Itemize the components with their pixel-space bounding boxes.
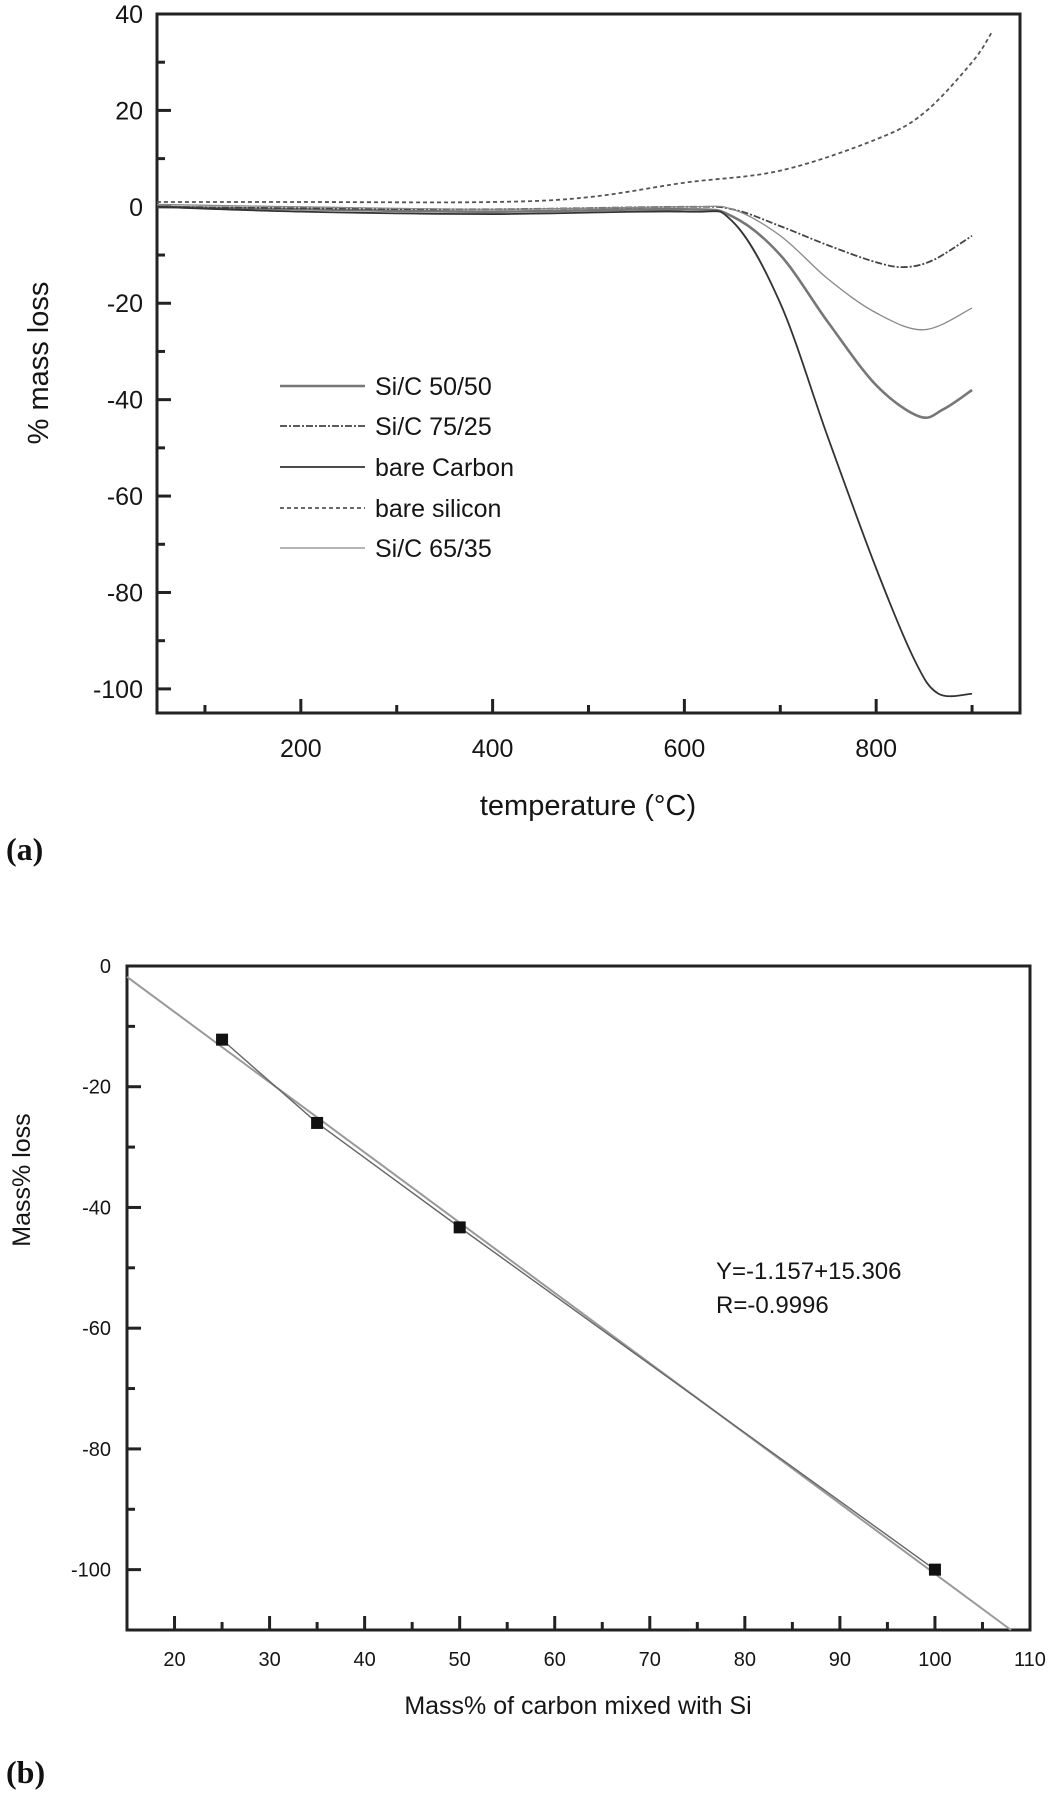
legend-label: bare silicon — [375, 495, 501, 523]
series-line — [156, 32, 992, 204]
legend-label: Si/C 75/25 — [375, 413, 492, 441]
x-tick-label: 40 — [354, 1649, 376, 1671]
y-tick-label: -20 — [82, 1077, 111, 1099]
x-tick-label: 30 — [258, 1649, 280, 1671]
y-tick-label: 40 — [115, 1, 143, 29]
x-axis-label-a: temperature (°C) — [480, 790, 696, 822]
series-group-b — [126, 976, 1012, 1631]
y-tick-label: -80 — [107, 579, 143, 607]
legend-a: Si/C 50/50 Si/C 75/25 bare Carbon bare sili… — [280, 373, 514, 563]
y-tick-label: 0 — [100, 956, 111, 978]
x-tick-label: 90 — [829, 1649, 851, 1671]
y-axis-b: 0 -20 -40 -60 -80 -100 — [71, 956, 141, 1582]
fit-equation: Y=-1.157+15.306 — [716, 1258, 902, 1285]
x-tick-label: 70 — [639, 1649, 661, 1671]
x-tick-label: 110 — [1014, 1649, 1046, 1671]
fit-line — [126, 976, 1012, 1631]
x-tick-label: 800 — [855, 735, 897, 763]
data-connector — [221, 1039, 936, 1571]
y-axis-label-b: Mass% loss — [8, 1113, 36, 1246]
y-axis-a: 40 20 0 -20 -40 -60 -80 -100 — [93, 1, 171, 704]
y-tick-label: -60 — [107, 483, 143, 511]
panel-label-a: (a) — [6, 831, 43, 867]
x-tick-label: 600 — [664, 735, 706, 763]
y-tick-label: -80 — [82, 1439, 111, 1461]
series-group-a — [156, 32, 992, 698]
x-tick-label: 60 — [544, 1649, 566, 1671]
x-tick-label: 100 — [918, 1649, 951, 1671]
legend-label: bare Carbon — [375, 454, 514, 482]
y-tick-label: 20 — [115, 97, 143, 125]
x-axis-b: 20 30 40 50 60 70 80 90 100 110 — [163, 1616, 1046, 1671]
legend-label: Si/C 50/50 — [375, 373, 492, 401]
x-tick-label: 80 — [734, 1649, 756, 1671]
series-line — [156, 205, 973, 698]
y-tick-label: -20 — [107, 290, 143, 318]
y-tick-label: -100 — [93, 676, 143, 704]
y-tick-label: -40 — [82, 1197, 111, 1219]
data-point-marker — [928, 1563, 941, 1576]
x-tick-label: 400 — [472, 735, 514, 763]
x-tick-label: 200 — [280, 735, 322, 763]
y-tick-label: -100 — [71, 1560, 111, 1582]
y-axis-label-a: % mass loss — [23, 282, 55, 445]
x-tick-label: 20 — [163, 1649, 185, 1671]
y-tick-label: -40 — [107, 387, 143, 415]
series-line — [156, 203, 973, 331]
y-tick-label: -60 — [82, 1318, 111, 1340]
fit-correlation: R=-0.9996 — [716, 1292, 829, 1319]
legend-label: Si/C 65/35 — [375, 535, 492, 563]
panel-label-b: (b) — [6, 1754, 45, 1790]
plot-frame-b — [125, 964, 1032, 1632]
series-line — [156, 205, 973, 269]
plot-frame-a — [155, 12, 1022, 715]
y-tick-label: 0 — [129, 194, 143, 222]
x-tick-label: 50 — [449, 1649, 471, 1671]
data-point-marker — [311, 1116, 324, 1129]
x-axis-a: 200 400 600 800 — [203, 699, 974, 763]
series-line — [156, 205, 973, 420]
chart-b: 0 -20 -40 -60 -80 -100 20 30 40 50 60 70 80 90 100 110… — [6, 956, 1046, 1790]
x-axis-label-b: Mass% of carbon mixed with Si — [404, 1692, 751, 1720]
data-point-marker — [453, 1221, 466, 1234]
data-point-marker — [216, 1033, 229, 1046]
